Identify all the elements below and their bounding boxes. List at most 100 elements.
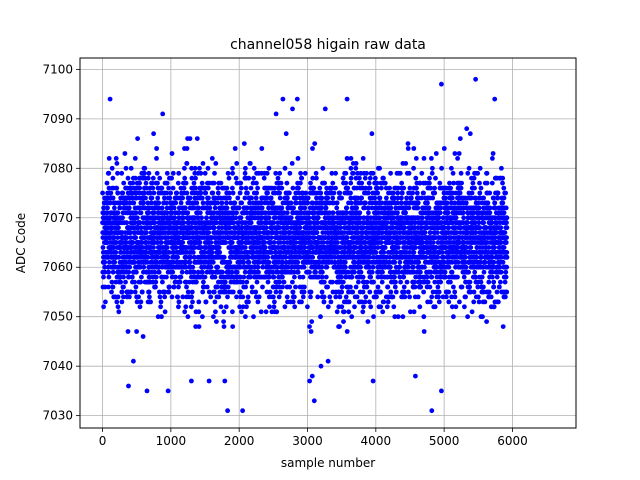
data-point <box>229 269 235 275</box>
data-point <box>385 284 391 290</box>
data-point <box>259 146 265 151</box>
data-point <box>352 259 357 265</box>
data-point <box>148 200 154 206</box>
data-point <box>266 205 271 211</box>
data-point <box>300 220 305 226</box>
data-point <box>257 259 262 265</box>
data-point <box>397 170 403 176</box>
data-point <box>425 200 430 206</box>
data-point <box>178 274 184 280</box>
data-point <box>428 185 434 191</box>
data-point <box>240 294 246 300</box>
data-point <box>237 264 243 270</box>
data-point <box>375 190 380 196</box>
data-point <box>230 170 236 176</box>
data-point <box>419 195 424 201</box>
data-point <box>318 363 324 369</box>
data-point <box>181 220 187 226</box>
data-point <box>418 284 424 290</box>
data-point <box>427 180 432 186</box>
data-point <box>299 175 305 181</box>
data-point <box>208 240 214 245</box>
data-point <box>184 269 190 275</box>
data-point <box>120 215 125 221</box>
data-point <box>273 170 279 176</box>
data-point <box>162 309 168 315</box>
data-point <box>271 220 277 226</box>
data-point <box>153 279 159 285</box>
data-point <box>132 156 138 161</box>
data-point <box>244 279 250 285</box>
data-point <box>279 205 285 211</box>
data-point <box>246 254 252 260</box>
data-point <box>174 190 180 196</box>
data-point <box>107 200 113 206</box>
data-point <box>129 274 135 280</box>
data-point <box>310 146 315 151</box>
data-point <box>363 200 368 206</box>
data-point <box>411 279 417 285</box>
data-point <box>246 259 252 265</box>
data-point <box>358 200 364 206</box>
data-point <box>205 185 211 191</box>
data-point <box>114 299 120 305</box>
data-point <box>112 259 118 265</box>
data-point <box>343 294 349 300</box>
data-point <box>309 319 315 324</box>
data-point <box>365 190 371 196</box>
data-point <box>223 304 229 310</box>
data-point <box>226 190 232 196</box>
data-point <box>261 175 267 181</box>
data-point <box>406 205 412 211</box>
data-point <box>224 185 230 191</box>
data-point <box>348 175 354 181</box>
data-point <box>238 180 244 186</box>
data-point <box>192 170 198 176</box>
data-point <box>245 190 250 196</box>
data-point <box>375 245 381 250</box>
data-point <box>233 215 239 221</box>
data-point <box>429 294 435 300</box>
data-point <box>362 205 367 211</box>
data-point <box>137 220 143 226</box>
data-point <box>283 131 289 137</box>
data-point <box>128 235 134 241</box>
data-point <box>157 175 163 181</box>
data-point <box>176 210 182 216</box>
data-point <box>377 165 382 171</box>
data-point <box>270 200 276 206</box>
data-point <box>388 205 394 211</box>
data-point <box>185 289 191 295</box>
data-point <box>205 165 211 171</box>
data-point <box>339 289 344 295</box>
data-point <box>264 170 270 176</box>
data-point <box>427 230 433 236</box>
data-point <box>283 254 289 260</box>
data-point <box>183 205 188 211</box>
data-point <box>409 195 414 201</box>
data-point <box>226 175 232 181</box>
data-point <box>344 235 350 241</box>
data-point <box>298 170 303 176</box>
data-point <box>266 215 272 221</box>
data-point <box>176 170 182 176</box>
data-point <box>310 200 315 206</box>
data-point <box>343 264 348 270</box>
data-point <box>315 220 321 226</box>
data-point <box>405 264 411 270</box>
data-point <box>340 279 346 285</box>
data-point <box>173 245 179 250</box>
data-point <box>196 205 201 211</box>
data-point <box>243 185 249 191</box>
data-point <box>436 289 442 295</box>
data-point <box>352 304 357 310</box>
data-point <box>264 195 270 201</box>
data-point <box>398 279 403 285</box>
data-point <box>320 269 325 275</box>
data-point <box>143 250 149 255</box>
data-point <box>165 235 171 241</box>
data-point <box>101 274 106 280</box>
data-point <box>246 175 252 181</box>
data-point <box>256 294 262 300</box>
data-point <box>168 190 174 196</box>
